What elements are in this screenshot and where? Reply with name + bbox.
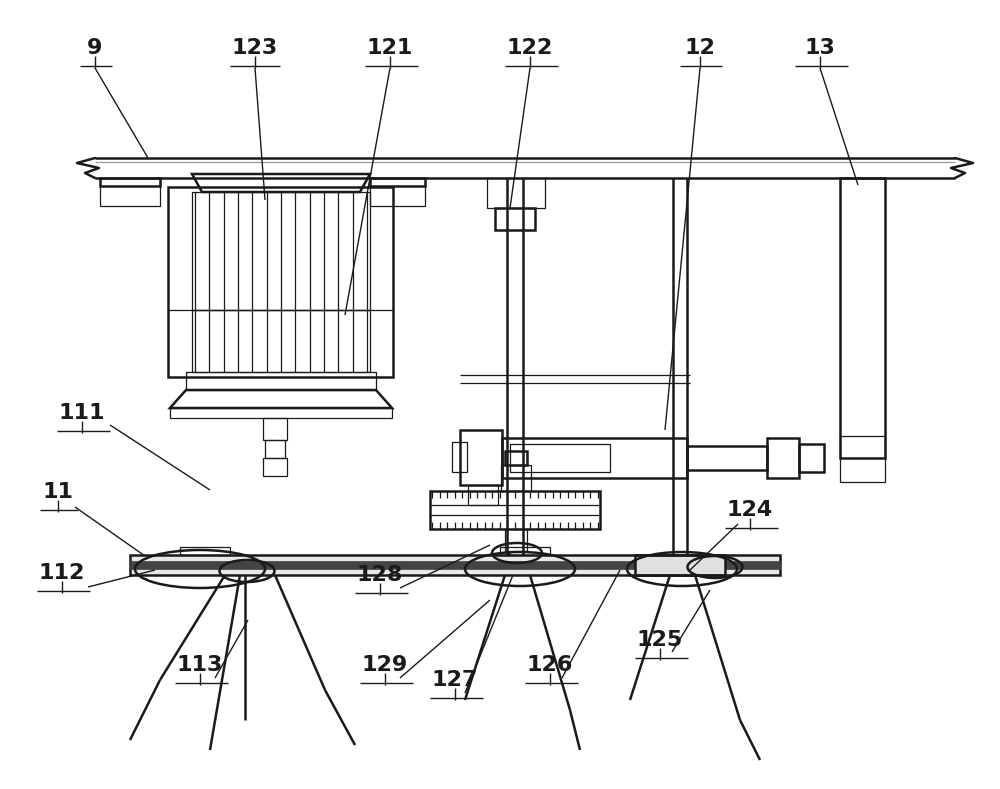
Text: 121: 121 — [367, 38, 413, 58]
Bar — [487, 178, 545, 208]
Bar — [100, 178, 160, 206]
Bar — [452, 442, 467, 472]
Bar — [263, 458, 287, 476]
Bar — [192, 192, 370, 310]
Bar — [265, 440, 285, 458]
Bar — [501, 465, 531, 491]
Text: 128: 128 — [357, 565, 403, 585]
Bar — [170, 408, 392, 418]
Bar — [635, 555, 725, 575]
Bar — [510, 444, 610, 472]
Bar — [100, 178, 160, 186]
Bar — [130, 555, 780, 575]
Bar — [840, 436, 885, 482]
Text: 11: 11 — [42, 482, 74, 502]
Text: 124: 124 — [727, 500, 773, 520]
Bar — [370, 178, 425, 206]
Text: 125: 125 — [637, 630, 683, 650]
Bar — [186, 372, 376, 390]
Bar — [263, 418, 287, 440]
Bar — [168, 187, 393, 377]
Bar — [370, 178, 425, 186]
Text: 126: 126 — [527, 655, 573, 675]
Text: 12: 12 — [685, 38, 715, 58]
Bar — [505, 451, 527, 465]
Bar — [767, 438, 799, 478]
Bar — [430, 491, 600, 529]
Text: 112: 112 — [39, 563, 85, 583]
Bar — [505, 529, 527, 551]
Bar — [799, 444, 824, 472]
Bar — [192, 310, 370, 372]
Text: 123: 123 — [232, 38, 278, 58]
Text: 122: 122 — [507, 38, 553, 58]
Text: 111: 111 — [59, 403, 105, 423]
Text: 129: 129 — [362, 655, 408, 675]
Bar — [468, 485, 498, 505]
Bar — [502, 438, 687, 478]
Text: 9: 9 — [87, 38, 103, 58]
Bar — [840, 178, 885, 458]
Text: 113: 113 — [177, 655, 223, 675]
Bar — [495, 208, 535, 230]
Bar — [500, 547, 550, 555]
Text: 127: 127 — [432, 670, 478, 690]
Bar — [180, 547, 230, 555]
Bar — [130, 561, 780, 569]
Bar — [687, 446, 767, 470]
Text: 13: 13 — [805, 38, 835, 58]
Bar — [460, 430, 502, 485]
